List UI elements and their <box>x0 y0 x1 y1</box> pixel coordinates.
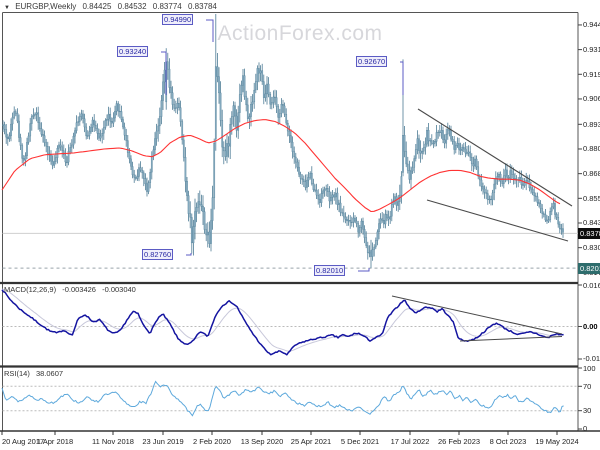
price-axis-tick-label: 0.83055 <box>583 243 600 253</box>
macd-signal-value: -0.003040 <box>102 285 136 294</box>
date-tick-label: 17 Jul 2022 <box>390 437 430 446</box>
macd-name: MACD(12,26,9) <box>4 285 57 294</box>
macd-main-value: -0.003426 <box>62 285 96 294</box>
price-axis-tick-label: 0.93170 <box>583 45 600 55</box>
ohlc-high-value: 0.84532 <box>117 2 147 11</box>
annotation-connector <box>358 268 370 272</box>
candlestick-series <box>2 14 564 269</box>
watermark: ActionForex.com <box>217 22 383 45</box>
macd-axis-tick-label: 0.00 <box>583 321 598 331</box>
rsi-name: RSI(14) <box>4 369 30 378</box>
rsi-indicator-label: RSI(14) 38.0607 <box>4 369 67 378</box>
rsi-axis-tick-label: 70 <box>583 381 592 391</box>
price-annotation-label: 0.82760 <box>142 249 174 260</box>
chart-title-bar: ▼ EURGBP,Weekly 0.84425 0.84532 0.83774 … <box>4 2 221 11</box>
date-tick-label: 2 Feb 2020 <box>193 437 231 446</box>
macd-axis-tick-label: -0.013195 <box>583 354 600 364</box>
rsi-value: 38.0607 <box>35 369 64 378</box>
price-axis-tick-label: 0.90650 <box>583 94 600 104</box>
date-tick-label: 25 Apr 2021 <box>290 437 332 446</box>
annotation-connector <box>400 61 404 95</box>
rsi-axis-tick-label: 30 <box>583 406 592 416</box>
rsi-line <box>1 380 564 417</box>
symbol-dropdown-icon[interactable]: ▼ <box>4 5 10 11</box>
date-tick-label: 1 Apr 2018 <box>36 437 74 446</box>
ohlc-low-value: 0.83774 <box>152 2 182 11</box>
price-annotation-label: 0.92670 <box>356 56 388 67</box>
price-trendline-lower <box>426 199 569 242</box>
date-tick-label: 26 Feb 2023 <box>437 437 481 446</box>
price-trendline-upper <box>417 108 573 207</box>
annotation-connector <box>186 253 192 256</box>
date-tick-label: 23 Jun 2019 <box>142 437 184 446</box>
current-price-chip: 0.83784 <box>578 227 600 239</box>
price-axis-tick-label: 0.88095 <box>583 144 600 154</box>
price-axis-tick-label: 0.86835 <box>583 169 600 179</box>
rsi-axis-tick-label: 0 <box>583 424 588 434</box>
annotation-connector <box>161 51 167 95</box>
symbol-period-label[interactable]: EURGBP,Weekly <box>15 2 77 11</box>
price-annotation-label: 0.94990 <box>162 14 194 25</box>
macd-trendline-upper <box>391 295 563 335</box>
price-annotation-label: 0.82010 <box>314 265 346 276</box>
date-tick-label: 19 May 2024 <box>535 437 579 446</box>
price-axis-tick-label: 0.85575 <box>583 193 600 203</box>
macd-indicator-label: MACD(12,26,9) -0.003426 -0.003040 <box>4 285 140 294</box>
macd-signal-line <box>1 288 564 352</box>
date-tick-label: 8 Oct 2023 <box>489 437 527 446</box>
price-axis-tick-label: 0.91910 <box>583 69 600 79</box>
date-tick-label: 13 Sep 2020 <box>240 437 284 446</box>
macd-axis-tick-label: 0.016838 <box>583 280 600 290</box>
ohlc-open-value: 0.84425 <box>82 2 112 11</box>
ma-line <box>1 119 561 213</box>
ohlc-close-value: 0.83784 <box>187 2 217 11</box>
date-tick-label: 5 Dec 2021 <box>340 437 380 446</box>
price-annotation-label: 0.93240 <box>117 46 149 57</box>
support-price-chip: 0.82010 <box>578 262 600 274</box>
macd-trendline-lower <box>459 336 563 342</box>
date-tick-label: 11 Nov 2018 <box>92 437 134 446</box>
price-axis-tick-label: 0.84315 <box>583 218 600 228</box>
date-tick-label: 20 Aug 2017 <box>2 437 45 446</box>
price-axis-tick-label: 0.89355 <box>583 119 600 129</box>
rsi-axis-tick-label: 100 <box>583 363 596 373</box>
price-axis-tick-label: 0.94430 <box>583 20 600 30</box>
annotation-connector <box>206 19 214 42</box>
